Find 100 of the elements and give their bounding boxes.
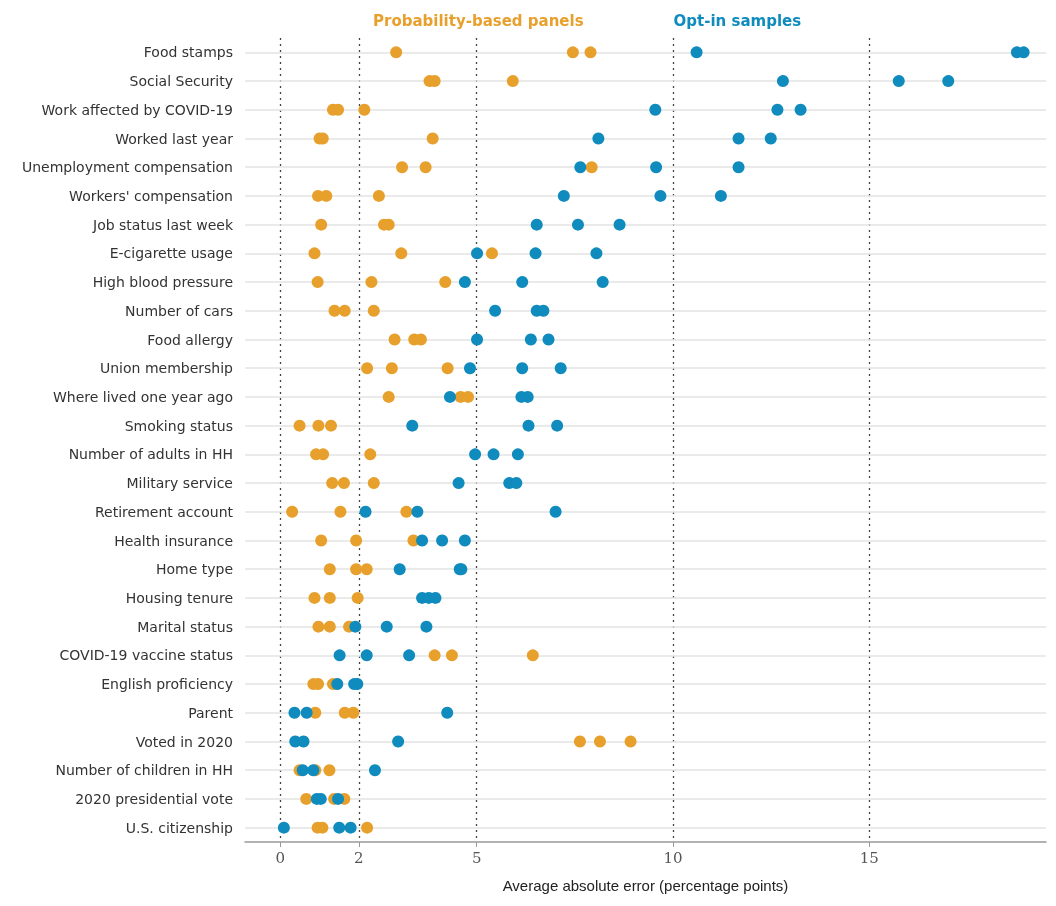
point xyxy=(372,189,385,202)
y-tick-label: Number of cars xyxy=(125,302,233,319)
point xyxy=(649,103,662,116)
y-tick-label: Retirement account xyxy=(95,503,234,520)
y-tick-label: Military service xyxy=(126,475,233,492)
point xyxy=(426,132,439,145)
point xyxy=(571,218,584,231)
point xyxy=(624,735,637,748)
point xyxy=(393,563,406,576)
point xyxy=(613,218,626,231)
point xyxy=(776,75,789,88)
point xyxy=(439,276,452,289)
point xyxy=(557,189,570,202)
point xyxy=(794,103,807,116)
point xyxy=(358,103,371,116)
y-tick-label: Food allergy xyxy=(147,331,233,348)
point xyxy=(315,534,328,547)
point xyxy=(471,247,484,260)
point xyxy=(471,333,484,346)
point xyxy=(308,247,321,260)
y-tick-label: Number of adults in HH xyxy=(68,446,233,463)
point xyxy=(323,591,336,604)
point xyxy=(511,448,524,461)
point xyxy=(428,649,441,662)
point xyxy=(441,362,454,375)
point xyxy=(554,362,567,375)
point xyxy=(732,132,745,145)
point xyxy=(593,735,606,748)
point xyxy=(361,362,374,375)
point xyxy=(400,505,413,518)
point xyxy=(566,46,579,59)
x-tick-label: 2 xyxy=(354,848,364,867)
y-tick-label: COVID-19 vaccine status xyxy=(59,647,233,664)
point xyxy=(312,620,325,633)
y-tick-label: English proficiency xyxy=(101,676,233,693)
point xyxy=(529,247,542,260)
point xyxy=(452,477,465,490)
y-tick-label: Worked last year xyxy=(115,130,234,147)
point xyxy=(416,534,429,547)
point xyxy=(458,276,471,289)
point xyxy=(361,821,374,834)
x-tick-label: 10 xyxy=(663,848,683,867)
point xyxy=(385,362,398,375)
point xyxy=(300,706,313,719)
point xyxy=(406,419,419,432)
point xyxy=(365,276,378,289)
y-tick-label: E-cigarette usage xyxy=(109,245,233,262)
point xyxy=(506,75,519,88)
point xyxy=(764,132,777,145)
x-tick-label: 0 xyxy=(275,848,286,867)
point xyxy=(441,706,454,719)
point xyxy=(549,505,562,518)
y-tick-label: Smoking status xyxy=(124,417,233,434)
point xyxy=(445,649,458,662)
point xyxy=(328,304,341,317)
y-tick-label: Parent xyxy=(188,704,234,721)
y-tick-label: Number of children in HH xyxy=(55,762,233,779)
point xyxy=(334,505,347,518)
point xyxy=(542,333,555,346)
point xyxy=(380,620,393,633)
point xyxy=(419,161,432,174)
point xyxy=(344,821,357,834)
point xyxy=(942,75,955,88)
point xyxy=(395,247,408,260)
point xyxy=(771,103,784,116)
point xyxy=(396,161,409,174)
point xyxy=(350,563,363,576)
y-tick-label: Job status last week xyxy=(92,216,234,233)
point xyxy=(325,419,337,432)
point xyxy=(367,477,380,490)
y-tick-label: U.S. citizenship xyxy=(125,819,234,836)
point xyxy=(690,46,703,59)
point xyxy=(443,390,456,403)
point xyxy=(530,218,543,231)
point xyxy=(487,448,500,461)
point xyxy=(359,505,372,518)
point xyxy=(585,161,598,174)
point xyxy=(311,276,324,289)
point xyxy=(350,534,363,547)
point xyxy=(388,333,401,346)
point xyxy=(382,390,395,403)
point xyxy=(592,132,605,145)
point xyxy=(420,620,433,633)
point xyxy=(277,821,290,834)
point xyxy=(333,649,346,662)
point xyxy=(323,563,336,576)
point xyxy=(469,448,482,461)
point xyxy=(522,419,535,432)
point xyxy=(464,362,476,375)
y-tick-label: Voted in 2020 xyxy=(135,733,233,750)
series-label: Probability-based panels xyxy=(373,11,584,30)
x-tick-label: 15 xyxy=(859,848,879,867)
x-axis-title: Average absolute error (percentage points) xyxy=(502,877,789,894)
y-tick-label: Home type xyxy=(155,561,233,578)
y-tick-label: Unemployment compensation xyxy=(21,159,233,176)
point xyxy=(436,534,449,547)
point xyxy=(573,735,586,748)
point xyxy=(516,276,529,289)
point xyxy=(590,247,603,260)
y-tick-label: Union membership xyxy=(100,360,234,377)
